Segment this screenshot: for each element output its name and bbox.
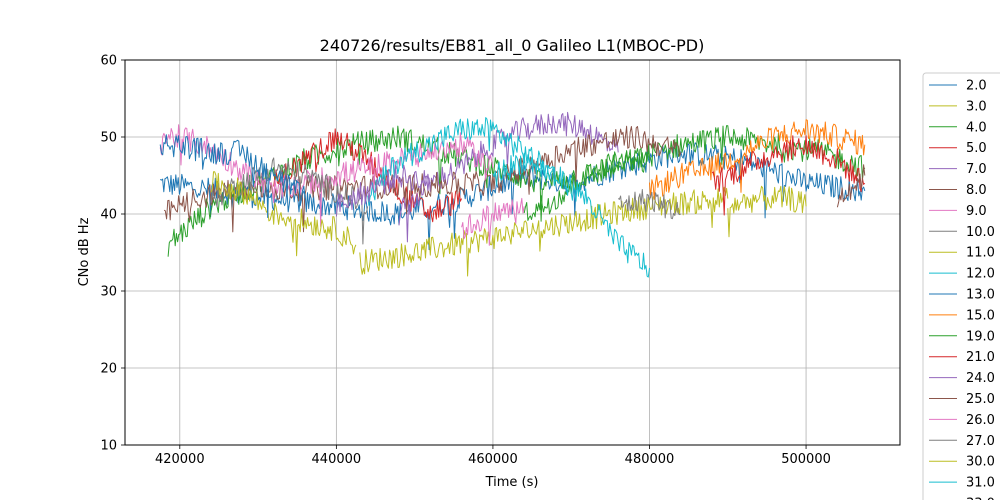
series-line-12-0	[367, 117, 557, 206]
y-axis-label: CNo dB Hz	[77, 217, 92, 286]
series-line-13-0	[159, 134, 306, 218]
series-line-5-0	[273, 128, 463, 223]
y-tick-label: 50	[100, 131, 117, 146]
legend-label: 5.0	[966, 141, 987, 156]
legend-label: 33.0	[966, 497, 995, 501]
series-line-21-0	[711, 135, 866, 216]
legend-label: 9.0	[966, 204, 987, 219]
x-tick-label: 420000	[155, 452, 205, 467]
legend-label: 15.0	[966, 308, 995, 323]
series-line-24-0	[335, 164, 431, 217]
y-tick-label: 30	[100, 285, 117, 300]
series-line-11-0	[210, 171, 357, 257]
legend-label: 11.0	[966, 246, 995, 261]
chart-title: 240726/results/EB81_all_0 Galileo L1(MBO…	[320, 36, 705, 56]
x-tick-label: 460000	[468, 452, 518, 467]
legend-label: 21.0	[966, 350, 995, 365]
legend-label: 13.0	[966, 288, 995, 303]
legend-label: 10.0	[966, 225, 995, 240]
y-tick-label: 20	[100, 362, 117, 377]
legend-label: 3.0	[966, 99, 987, 114]
legend-label: 19.0	[966, 329, 995, 344]
legend-label: 7.0	[966, 162, 987, 177]
series-line-31-0	[492, 152, 650, 278]
legend-box	[922, 72, 1000, 504]
series-line-30-0	[727, 185, 807, 238]
x-tick-label: 480000	[625, 452, 675, 467]
series-line-7-0	[398, 111, 619, 243]
legend-label: 30.0	[966, 455, 995, 470]
y-tick-label: 60	[100, 54, 117, 69]
legend-label: 25.0	[966, 392, 995, 407]
series-line-4-0	[167, 125, 866, 257]
series-line-15-0	[649, 119, 866, 200]
x-tick-label: 500000	[781, 452, 831, 467]
series-line-19-0	[523, 148, 650, 221]
legend-label: 24.0	[966, 371, 995, 386]
legend: 2.0 3.0 4.0 5.0 7.0 8.0 9.0 10.0 11.0 12.0 13.0 15.…	[922, 72, 1000, 504]
legend-label: 2.0	[966, 79, 987, 94]
legend-label: 4.0	[966, 120, 987, 135]
series-line-25-0	[836, 164, 866, 208]
x-axis-label: Time (s)	[485, 475, 539, 490]
x-tick-label: 440000	[312, 452, 362, 467]
legend-label: 8.0	[966, 183, 987, 198]
series-line-10-0	[210, 157, 369, 245]
series-line-26-0	[461, 197, 525, 246]
legend-label: 26.0	[966, 413, 995, 428]
y-tick-label: 40	[100, 208, 117, 223]
legend-label: 31.0	[966, 476, 995, 491]
series-line-3-0	[359, 186, 729, 277]
legend-label: 12.0	[966, 267, 995, 282]
series-line-27-0	[617, 189, 681, 220]
y-tick-label: 10	[100, 439, 117, 454]
legend-label: 27.0	[966, 434, 995, 449]
